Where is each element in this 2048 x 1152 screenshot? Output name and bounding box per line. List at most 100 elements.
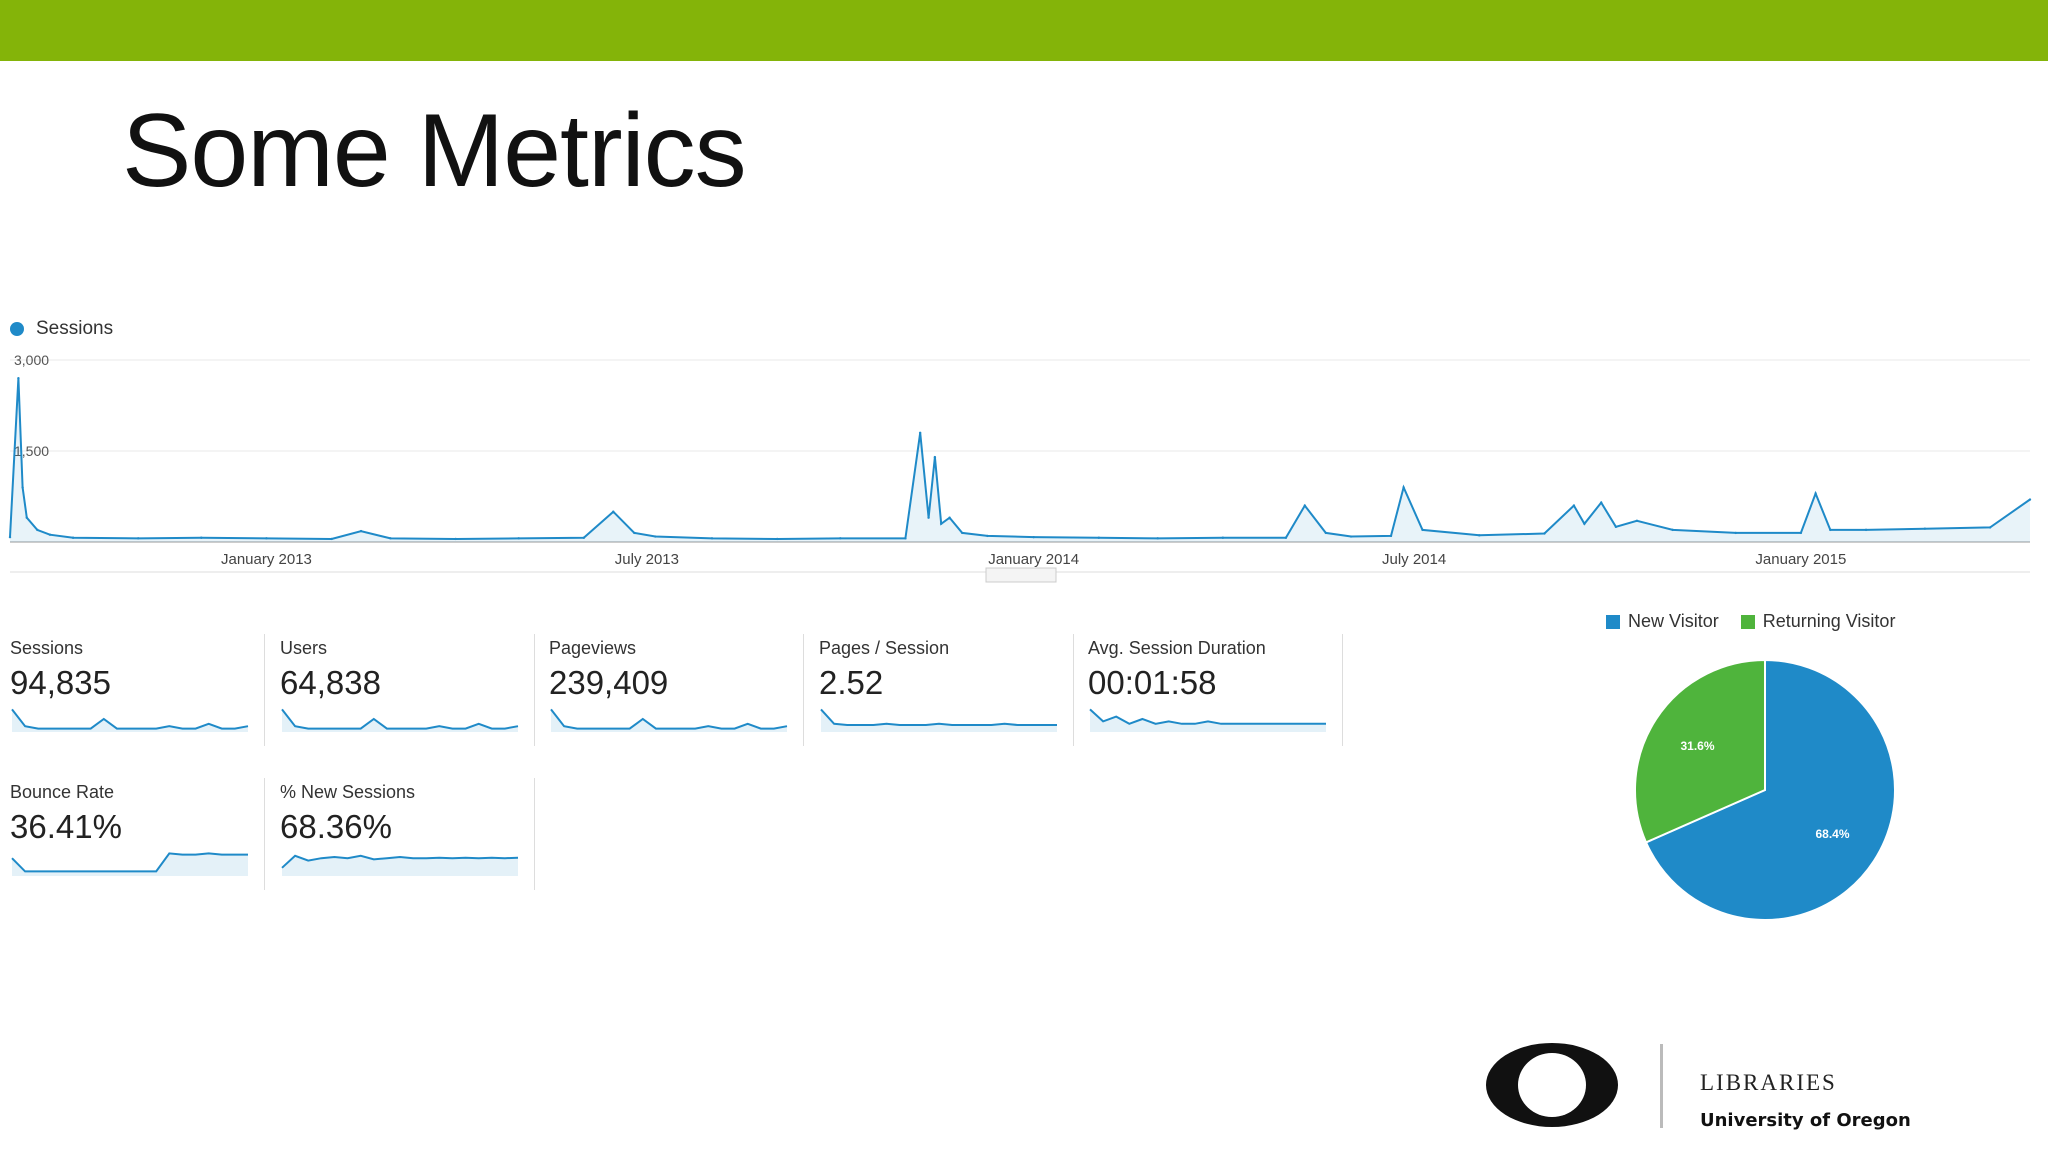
sessions-point	[918, 431, 922, 434]
sessions-point	[2028, 498, 2032, 501]
metric-tile[interactable]: Pages / Session 2.52	[809, 634, 1074, 748]
metric-label: Avg. Session Duration	[1088, 638, 1266, 658]
metric-sparkline	[820, 708, 1057, 732]
sessions-point	[939, 522, 943, 525]
sessions-point	[1389, 534, 1393, 538]
metric-value: 2.52	[819, 664, 884, 701]
metric-label: Pageviews	[549, 638, 637, 658]
pie-slice-returning-visitor[interactable]	[1634, 658, 1766, 844]
metric-separator	[1073, 634, 1074, 746]
sparkline-fill	[282, 855, 518, 876]
sessions-point	[1614, 525, 1618, 529]
oregon-o-logo	[1486, 1043, 1618, 1127]
sessions-point	[1543, 532, 1546, 535]
sessions-point	[960, 531, 964, 535]
legend-new-visitor[interactable]: New Visitor	[1606, 611, 1719, 632]
sparkline-fill	[12, 709, 248, 732]
sessions-point	[1349, 535, 1353, 538]
sessions-point	[1156, 537, 1159, 540]
sessions-legend-dot	[10, 322, 24, 336]
sessions-point	[1303, 504, 1307, 507]
sessions-point	[1799, 531, 1803, 535]
metric-sparkline	[550, 708, 788, 732]
metric-value: 239,409	[549, 664, 669, 701]
sessions-point	[1402, 486, 1405, 489]
accent-bar	[0, 0, 2048, 61]
sessions-point	[1671, 528, 1674, 532]
metric-tile[interactable]: Pageviews 239,409	[539, 634, 804, 748]
sessions-point	[904, 537, 907, 540]
sparkline-line	[11, 852, 248, 873]
metric-tile[interactable]: Bounce Rate 36.41%	[0, 778, 265, 892]
pie-slice-label: 68.4%	[1815, 827, 1849, 841]
y-tick-label: 3,000	[14, 352, 49, 368]
sessions-point	[1829, 528, 1832, 532]
sessions-area	[10, 378, 2030, 542]
sessions-timeline-chart: 3,000 1,500 January 2013 July 2013 January 2…	[8, 352, 2032, 583]
logo-university-text: University of Oregon	[1700, 1110, 1911, 1131]
sparkline-fill	[282, 709, 518, 732]
pie-slice-new-visitor[interactable]	[1644, 658, 1896, 921]
metric-tile[interactable]: Sessions 94,835	[0, 634, 265, 748]
sparkline-line	[281, 854, 519, 869]
metric-separator	[534, 634, 535, 746]
metric-sparkline	[281, 854, 519, 876]
metric-tile[interactable]: Users 64,838	[270, 634, 535, 748]
legend-label-returning: Returning Visitor	[1762, 611, 1896, 631]
metric-value: 94,835	[10, 664, 111, 701]
logo-divider	[1660, 1044, 1663, 1128]
x-tick-label: July 2013	[615, 551, 679, 568]
metric-sparkline	[11, 852, 248, 876]
sessions-point	[1583, 522, 1586, 525]
y-tick-label: 1,500	[14, 443, 49, 459]
sessions-point	[582, 536, 586, 539]
metric-tile[interactable]: % New Sessions 68.36%	[270, 778, 535, 892]
sessions-line	[9, 378, 2031, 541]
metric-tile[interactable]: Avg. Session Duration 00:01:58	[1078, 634, 1343, 748]
metric-label: Sessions	[10, 638, 84, 658]
sessions-point	[25, 516, 29, 519]
x-tick-label: January 2014	[988, 551, 1079, 568]
visitor-pie-chart: 68.4% 31.6%	[1634, 658, 1896, 921]
logo-libraries-text: LIBRARIES	[1700, 1070, 1837, 1095]
metric-label: % New Sessions	[280, 782, 416, 802]
metric-value: 00:01:58	[1088, 664, 1217, 701]
sessions-point	[948, 516, 951, 519]
sessions-point	[986, 534, 989, 538]
sessions-point	[1572, 504, 1576, 507]
sessions-point	[1814, 492, 1817, 495]
metric-label: Users	[280, 638, 328, 658]
sessions-point	[48, 533, 52, 536]
sessions-point	[1923, 527, 1927, 530]
sparkline-fill	[821, 709, 1057, 732]
sparkline-line	[1089, 708, 1326, 725]
sparkline-line	[820, 708, 1057, 726]
sparkline-fill	[1090, 709, 1326, 732]
sessions-point	[1478, 534, 1481, 537]
sessions-point	[1421, 528, 1424, 532]
sessions-point	[1284, 536, 1288, 539]
sessions-point	[21, 486, 24, 489]
sessions-legend[interactable]: Sessions	[10, 318, 113, 340]
sessions-point	[200, 536, 203, 539]
sessions-point	[1988, 526, 1992, 529]
sessions-point	[1221, 536, 1225, 539]
x-tick-label: July 2014	[1382, 551, 1446, 568]
sessions-point	[612, 510, 615, 513]
sessions-point	[265, 537, 268, 540]
sessions-point	[933, 455, 937, 459]
page-title: Some Metrics	[122, 93, 747, 209]
sessions-point	[776, 537, 779, 541]
sessions-point	[137, 537, 140, 540]
sessions-point	[36, 528, 39, 532]
sessions-point	[1097, 536, 1101, 539]
sessions-point	[839, 537, 842, 540]
metric-separator	[803, 634, 804, 746]
legend-label-new: New Visitor	[1628, 611, 1719, 631]
chart-collapse-handle[interactable]	[985, 567, 1057, 583]
sessions-point	[1032, 535, 1035, 539]
metric-value: 36.41%	[10, 808, 122, 845]
legend-returning-visitor[interactable]: Returning Visitor	[1740, 611, 1896, 632]
metric-separator	[264, 778, 265, 890]
sessions-point	[17, 377, 20, 380]
